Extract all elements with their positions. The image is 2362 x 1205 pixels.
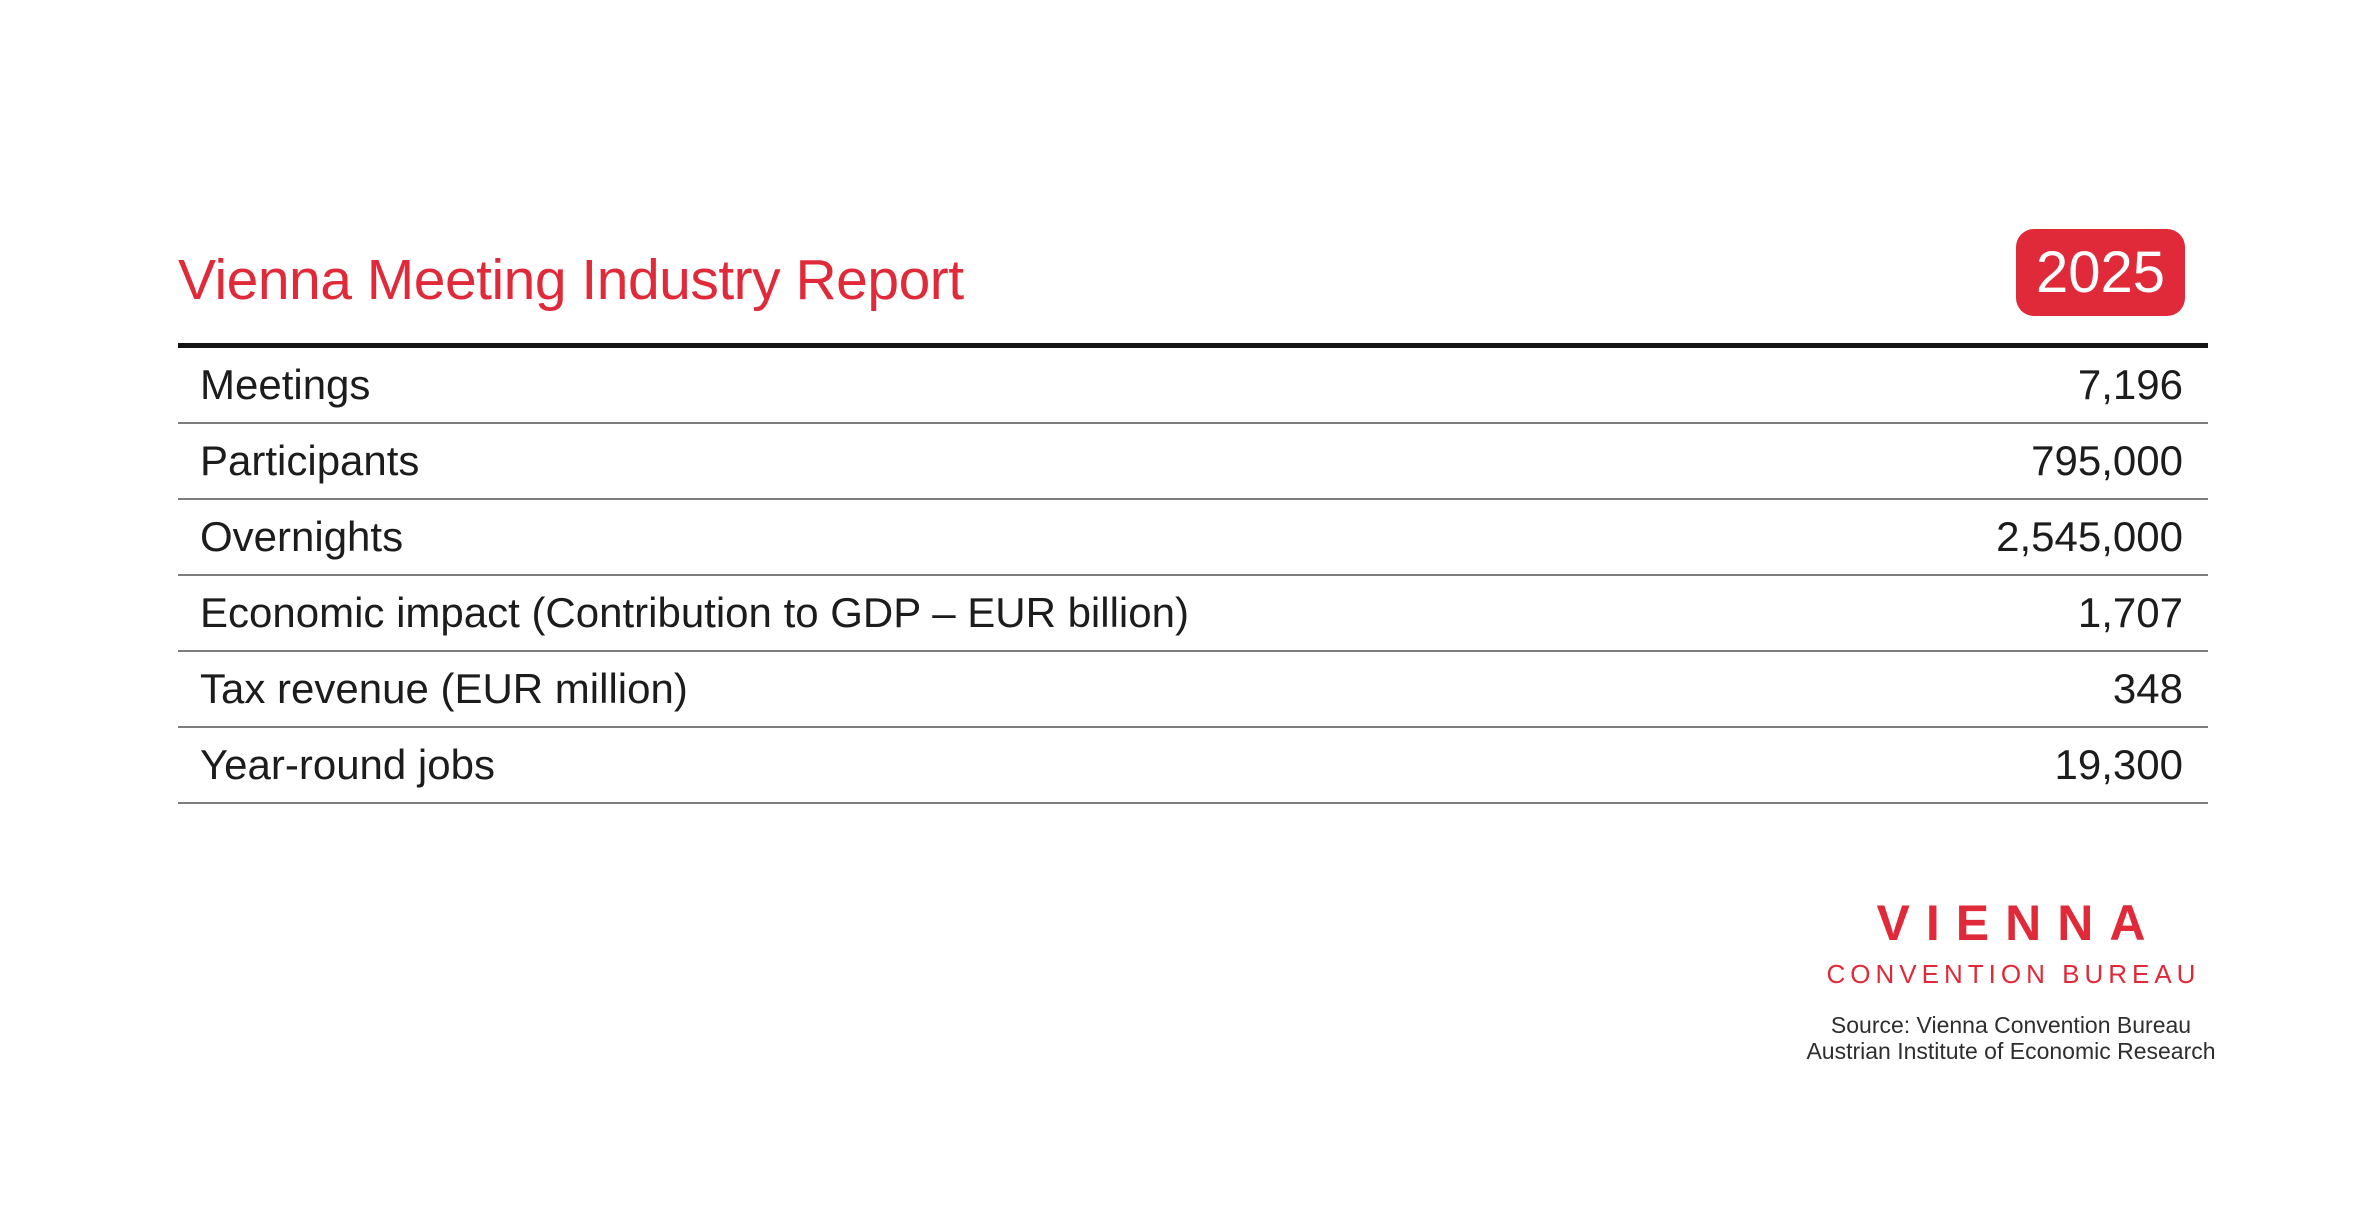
row-label: Economic impact (Contribution to GDP – E… xyxy=(200,589,1189,636)
row-label: Overnights xyxy=(200,513,404,560)
table-row: Economic impact (Contribution to GDP – E… xyxy=(178,576,2208,652)
row-value: 348 xyxy=(2112,665,2183,712)
key-figures-table: Meetings 7,196 Participants 795,000 Over… xyxy=(178,343,2208,804)
source-line-1: Source: Vienna Convention Bureau xyxy=(1830,1012,2192,1038)
row-label: Meetings xyxy=(200,361,371,408)
row-value: 795,000 xyxy=(2031,437,2183,484)
source-note: Source: Vienna Convention Bureau Austria… xyxy=(1761,1012,2261,1064)
row-label: Year-round jobs xyxy=(200,741,495,788)
row-label: Participants xyxy=(200,437,420,484)
row-value: 7,196 xyxy=(2077,361,2183,408)
row-label: Tax revenue (EUR million) xyxy=(200,665,688,712)
page-title: Vienna Meeting Industry Report xyxy=(178,248,964,312)
table-row: Year-round jobs 19,300 xyxy=(178,728,2208,804)
logo-wordmark: VIENNA xyxy=(1876,895,2162,951)
year-badge: 2025 xyxy=(2016,229,2185,316)
table-row: Meetings 7,196 xyxy=(178,348,2208,424)
row-value: 19,300 xyxy=(2054,741,2183,788)
logo-subtitle: CONVENTION BUREAU xyxy=(1826,959,2201,989)
source-line-2: Austrian Institute of Economic Research xyxy=(1806,1038,2216,1064)
table-row: Participants 795,000 xyxy=(178,424,2208,500)
row-value: 2,545,000 xyxy=(1996,513,2183,560)
table-row: Tax revenue (EUR million) 348 xyxy=(178,652,2208,728)
row-value: 1,707 xyxy=(2077,589,2183,636)
vienna-convention-bureau-logo: VIENNA CONVENTION BUREAU Source: Vienna … xyxy=(1761,898,2261,1064)
table-row: Overnights 2,545,000 xyxy=(178,500,2208,576)
